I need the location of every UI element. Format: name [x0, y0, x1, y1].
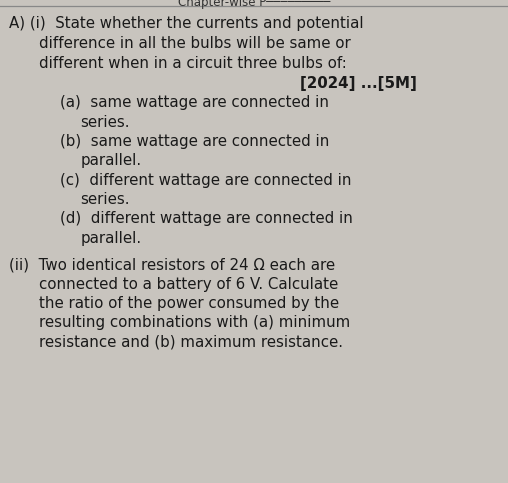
Text: (c)  different wattage are connected in: (c) different wattage are connected in [60, 172, 352, 188]
Text: series.: series. [80, 192, 130, 207]
Text: Chapter-wise P─────────: Chapter-wise P───────── [178, 0, 330, 9]
Text: different when in a circuit three bulbs of:: different when in a circuit three bulbs … [39, 56, 346, 71]
Text: parallel.: parallel. [80, 153, 141, 169]
Text: series.: series. [80, 114, 130, 130]
Text: resulting combinations with (a) minimum: resulting combinations with (a) minimum [39, 315, 350, 330]
Text: the ratio of the power consumed by the: the ratio of the power consumed by the [39, 296, 339, 311]
Text: (b)  same wattage are connected in: (b) same wattage are connected in [60, 134, 329, 149]
Text: (d)  different wattage are connected in: (d) different wattage are connected in [60, 211, 353, 227]
Text: (a)  same wattage are connected in: (a) same wattage are connected in [60, 95, 329, 111]
Text: A) (i)  State whether the currents and potential: A) (i) State whether the currents and po… [9, 15, 364, 31]
Text: parallel.: parallel. [80, 230, 141, 246]
Text: connected to a battery of 6 V. Calculate: connected to a battery of 6 V. Calculate [39, 276, 338, 292]
Text: resistance and (b) maximum resistance.: resistance and (b) maximum resistance. [39, 334, 342, 350]
Text: [2024] ...[5M]: [2024] ...[5M] [300, 75, 417, 91]
Text: difference in all the bulbs will be same or: difference in all the bulbs will be same… [39, 36, 351, 51]
Text: (ii)  Two identical resistors of 24 Ω each are: (ii) Two identical resistors of 24 Ω eac… [9, 257, 335, 272]
